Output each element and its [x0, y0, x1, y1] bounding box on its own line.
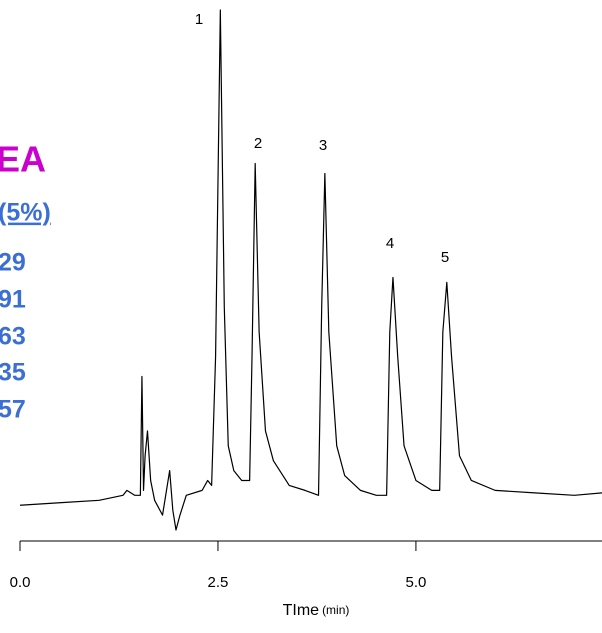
x-tick-label: 2.5	[208, 574, 229, 591]
x-tick-label: 0.0	[10, 574, 31, 591]
side-subheading: (5%)	[0, 199, 51, 227]
x-axis-label-unit: (min)	[322, 603, 349, 617]
peak-label: 5	[441, 249, 449, 266]
peak-label: 2	[254, 135, 262, 152]
x-tick-label: 5.0	[405, 574, 426, 591]
peak-label: 3	[319, 137, 327, 154]
peak-label: 4	[386, 235, 394, 252]
x-axis-label-main: TIme	[283, 602, 320, 619]
side-item: 91	[0, 286, 26, 314]
side-item: 57	[0, 396, 26, 424]
side-item: 29	[0, 249, 26, 277]
x-axis-label: TIme (min)	[283, 602, 350, 619]
side-heading: EA	[0, 139, 46, 180]
side-item: 63	[0, 323, 26, 351]
trace	[19, 9, 602, 531]
side-item: 35	[0, 359, 26, 387]
peak-label: 1	[195, 11, 203, 28]
